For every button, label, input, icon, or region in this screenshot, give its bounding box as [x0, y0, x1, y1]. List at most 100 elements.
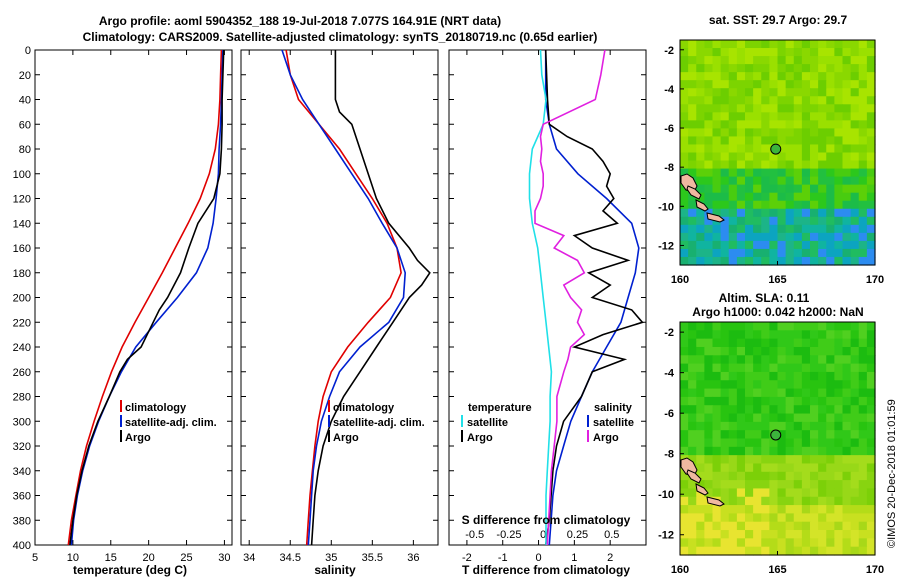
map-cell — [858, 144, 868, 154]
map-cell — [712, 72, 722, 81]
map-cell — [810, 56, 819, 65]
map-cell — [850, 421, 860, 431]
map-cell — [728, 438, 738, 448]
map-cell — [728, 455, 738, 465]
map-cell — [785, 455, 795, 465]
map-cell — [858, 216, 868, 226]
map-cell — [834, 455, 844, 465]
map-cell — [761, 421, 770, 431]
map-cell — [858, 240, 868, 250]
map-cell — [769, 421, 779, 431]
map-cell — [834, 380, 844, 390]
map-cell — [826, 438, 835, 448]
map-cell — [850, 322, 860, 331]
map-cell — [793, 152, 803, 162]
map-cell — [688, 80, 697, 89]
map-cell — [866, 530, 876, 539]
map-cell — [696, 152, 705, 162]
map-cell — [745, 463, 754, 473]
map-cell — [850, 413, 860, 423]
map-cell — [745, 256, 754, 266]
map-cell — [866, 224, 876, 234]
map-cell — [818, 232, 827, 242]
x-tick-label: -1 — [498, 552, 508, 564]
map-cell — [801, 88, 811, 97]
map-cell — [858, 136, 868, 146]
map-cell — [769, 471, 779, 481]
y-tick-label: 320 — [13, 441, 31, 453]
temperature-ticks: 5 10 15 20 25 3002040608010012014016018020022… — [13, 45, 232, 564]
map-cell — [801, 538, 811, 548]
map-cell — [842, 256, 852, 266]
map-cell — [810, 112, 819, 121]
map-cell — [753, 104, 762, 113]
map-cell — [745, 136, 754, 146]
map-cell — [712, 232, 722, 242]
map-cell — [761, 388, 770, 398]
map-cell — [688, 346, 697, 356]
map-cell — [728, 380, 738, 390]
map-cell — [858, 371, 868, 381]
map-cell — [712, 88, 722, 97]
map-cell — [680, 168, 689, 178]
map-cell — [826, 421, 835, 431]
map-cell — [745, 216, 754, 226]
map-cell — [736, 40, 746, 49]
map-cell — [777, 40, 787, 49]
map-cell — [728, 546, 738, 556]
map-cell — [826, 128, 835, 138]
map-cell — [801, 168, 811, 178]
map-cell — [680, 521, 689, 531]
map-cell — [826, 152, 835, 162]
map-cell — [858, 463, 868, 473]
map-cell — [769, 405, 779, 415]
map-cell — [696, 538, 705, 548]
map-cell — [720, 330, 730, 340]
y-tick-label: 340 — [13, 466, 31, 478]
map-cell — [688, 538, 697, 548]
map-cell — [842, 446, 852, 456]
map-cell — [850, 112, 860, 121]
map-cell — [818, 338, 827, 348]
map-cell — [753, 48, 762, 57]
map-cell — [801, 346, 811, 356]
map-cell — [818, 136, 827, 146]
map-cell — [818, 120, 827, 129]
map-cell — [761, 496, 770, 506]
map-cell — [696, 513, 705, 523]
map-cell — [785, 248, 795, 258]
map-cell — [818, 505, 827, 514]
map-cell — [761, 455, 770, 465]
map-cell — [866, 80, 876, 89]
map-cell — [712, 176, 722, 186]
map-cell — [842, 160, 852, 170]
s-tick-label: 0.5 — [604, 529, 619, 541]
map-cell — [818, 208, 827, 218]
map-cell — [696, 80, 705, 89]
map-cell — [834, 48, 844, 57]
map-cell — [793, 104, 803, 113]
map-cell — [753, 248, 762, 258]
map-cell — [810, 338, 819, 348]
map-cell — [736, 56, 746, 65]
map-cell — [696, 346, 705, 356]
map-cell — [785, 120, 795, 129]
map-cell — [736, 546, 746, 556]
map-cell — [858, 530, 868, 539]
map-cell — [793, 446, 803, 456]
map-cell — [720, 120, 730, 129]
legend-t-satellite: satellite — [467, 417, 508, 429]
map-cell — [745, 455, 754, 465]
map-cell — [826, 120, 835, 129]
map-cell — [688, 72, 697, 81]
map-cell — [736, 168, 746, 178]
map-cell — [704, 446, 714, 456]
map-cell — [826, 322, 835, 331]
map-cell — [793, 136, 803, 146]
map-cell — [858, 120, 868, 129]
map-cell — [696, 521, 705, 531]
map-cell — [712, 330, 722, 340]
map-cell — [842, 184, 852, 194]
map-cell — [753, 446, 762, 456]
